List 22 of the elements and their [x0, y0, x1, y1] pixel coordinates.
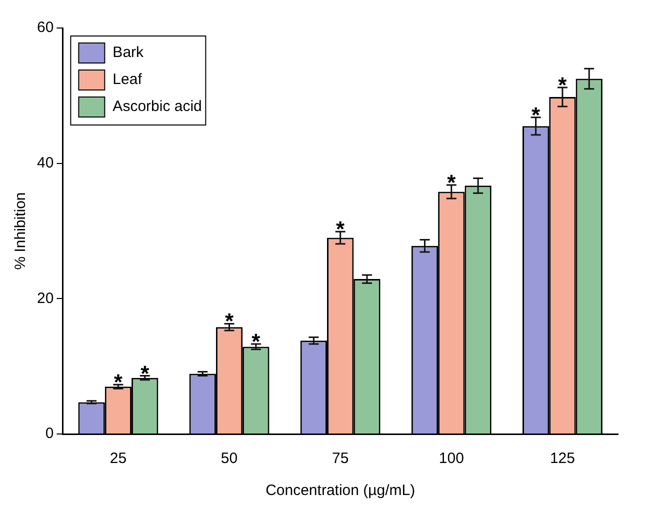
y-axis-title: % Inhibition — [12, 192, 30, 270]
y-tick-label: 60 — [36, 19, 54, 36]
data-label: * — [447, 170, 456, 195]
data-label: * — [225, 308, 234, 334]
y-tick-label: 20 — [36, 290, 54, 307]
data-label: * — [336, 216, 346, 242]
y-tick-label: 0 — [45, 425, 54, 442]
data-label: * — [252, 329, 261, 354]
x-tick-label: 25 — [110, 450, 127, 468]
legend-label: Leaf — [112, 71, 143, 88]
x-tick-label: 125 — [550, 450, 575, 468]
data-label: * — [532, 102, 541, 128]
data-label: * — [558, 72, 568, 98]
legend-label: Bark — [112, 44, 144, 62]
x-tick-label: 100 — [438, 450, 464, 468]
x-tick-label: 50 — [220, 450, 238, 468]
data-label: * — [140, 360, 150, 386]
x-tick-label: 75 — [332, 450, 349, 468]
data-label: * — [114, 370, 123, 395]
x-axis-title: Concentration (µg/mL) — [266, 482, 416, 500]
legend-label: Ascorbic acid — [112, 98, 202, 116]
y-tick-label: 40 — [36, 154, 54, 172]
